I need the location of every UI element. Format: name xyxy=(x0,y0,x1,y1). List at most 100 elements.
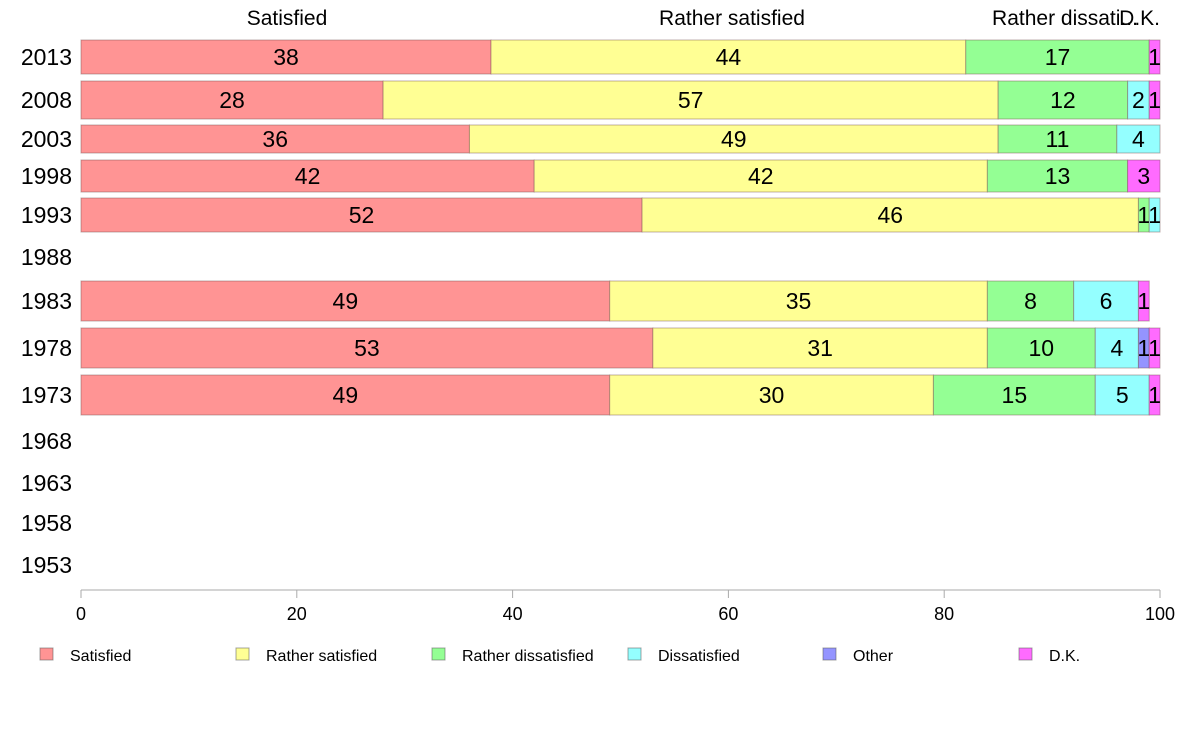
x-tick-label: 60 xyxy=(718,604,738,624)
data-label: 42 xyxy=(748,163,774,189)
legend: Satisfied Rather satisfied Rather dissatis… xyxy=(39,647,1080,665)
data-label: 1 xyxy=(1137,202,1150,228)
category-label: 2013 xyxy=(21,44,72,70)
x-tick-label: 20 xyxy=(287,604,307,624)
bar-segment xyxy=(997,124,1118,154)
bar-segment xyxy=(641,197,1139,233)
data-label: 52 xyxy=(349,202,375,228)
data-label: 8 xyxy=(1024,288,1037,314)
data-label: 2 xyxy=(1132,87,1145,113)
bar-segment xyxy=(986,159,1129,193)
data-label: 35 xyxy=(786,288,812,314)
bar-segment xyxy=(1116,124,1161,154)
data-label: 57 xyxy=(678,87,704,113)
data-label: 10 xyxy=(1029,335,1055,361)
legend-swatch xyxy=(39,647,54,661)
x-tick-label: 40 xyxy=(503,604,523,624)
bar-segment xyxy=(1148,374,1161,416)
data-label: 1 xyxy=(1137,335,1150,361)
legend-swatch xyxy=(431,647,446,661)
bar-segment xyxy=(1137,280,1150,322)
bar-segment xyxy=(80,197,643,233)
bar-segment xyxy=(609,280,988,322)
x-tick-label: 80 xyxy=(934,604,954,624)
category-label: 1978 xyxy=(21,335,72,361)
x-axis: 0 20 40 60 80 100 xyxy=(76,589,1175,624)
category-label: 2008 xyxy=(21,87,72,113)
data-label: 30 xyxy=(759,382,785,408)
data-label: 1 xyxy=(1137,288,1150,314)
bar-segment xyxy=(965,39,1150,75)
bar-segment xyxy=(1148,39,1161,75)
data-label: 38 xyxy=(273,44,299,70)
data-label: 1 xyxy=(1148,44,1161,70)
data-label: 53 xyxy=(354,335,380,361)
bar-segment xyxy=(1073,280,1139,322)
legend-swatch xyxy=(627,647,642,661)
category-label: 2003 xyxy=(21,126,72,152)
category-label: 1963 xyxy=(21,470,72,496)
data-label: 49 xyxy=(333,382,359,408)
bar-segment xyxy=(382,80,999,120)
legend-swatch xyxy=(235,647,250,661)
data-label: 3 xyxy=(1137,163,1150,189)
legend-swatch xyxy=(1018,647,1033,661)
category-label: 1958 xyxy=(21,510,72,536)
category-label: 1988 xyxy=(21,244,72,270)
data-label: 49 xyxy=(333,288,359,314)
bar-segment xyxy=(986,280,1075,322)
bar-segment xyxy=(80,124,470,154)
data-label: 12 xyxy=(1050,87,1076,113)
bar-segment xyxy=(80,159,535,193)
data-label: 49 xyxy=(721,126,747,152)
data-label: 6 xyxy=(1100,288,1113,314)
bar-segment xyxy=(609,374,934,416)
bar-segment xyxy=(932,374,1096,416)
data-label: 28 xyxy=(219,87,245,113)
top-label: Rather dissati... xyxy=(992,7,1138,30)
category-label: 1993 xyxy=(21,202,72,228)
x-tick-label: 0 xyxy=(76,604,86,624)
top-label: D.K. xyxy=(1119,7,1160,30)
data-label: 46 xyxy=(877,202,903,228)
top-label: Satisfied xyxy=(247,7,328,30)
legend-label: D.K. xyxy=(1049,648,1080,665)
bar-segment xyxy=(80,39,492,75)
category-label: 1998 xyxy=(21,163,72,189)
data-label: 5 xyxy=(1116,382,1129,408)
bar-segment xyxy=(1148,327,1161,369)
data-label: 1 xyxy=(1148,202,1161,228)
bar-segment xyxy=(80,374,611,416)
data-label: 1 xyxy=(1148,87,1161,113)
data-label: 42 xyxy=(295,163,321,189)
legend-label: Rather dissatisfied xyxy=(462,648,594,665)
category-label: 1968 xyxy=(21,428,72,454)
x-tick-label: 100 xyxy=(1145,604,1175,624)
bar-segment xyxy=(533,159,988,193)
data-label: 13 xyxy=(1045,163,1071,189)
data-label: 4 xyxy=(1110,335,1123,361)
category-label: 1953 xyxy=(21,552,72,578)
category-label: 1983 xyxy=(21,288,72,314)
legend-label: Satisfied xyxy=(70,648,131,665)
bar-segment xyxy=(652,327,988,369)
bar-segment xyxy=(997,80,1129,120)
data-label: 11 xyxy=(1046,126,1070,152)
bar-segment xyxy=(1127,159,1161,193)
data-label: 31 xyxy=(807,335,833,361)
data-label: 44 xyxy=(716,44,742,70)
bar-segment xyxy=(1148,80,1161,120)
data-label: 1 xyxy=(1148,382,1161,408)
data-label: 17 xyxy=(1045,44,1071,70)
year-labels: 2013 2008 2003 1998 1993 1988 1983 1978 1973 1968… xyxy=(21,44,72,578)
category-label: 1973 xyxy=(21,382,72,408)
bar-segment xyxy=(1148,197,1161,233)
data-label: 15 xyxy=(1002,382,1028,408)
legend-label: Other xyxy=(853,648,894,665)
bar-segment xyxy=(490,39,967,75)
bar-segment xyxy=(468,124,999,154)
legend-swatch xyxy=(822,647,837,661)
legend-label: Rather satisfied xyxy=(266,648,377,665)
